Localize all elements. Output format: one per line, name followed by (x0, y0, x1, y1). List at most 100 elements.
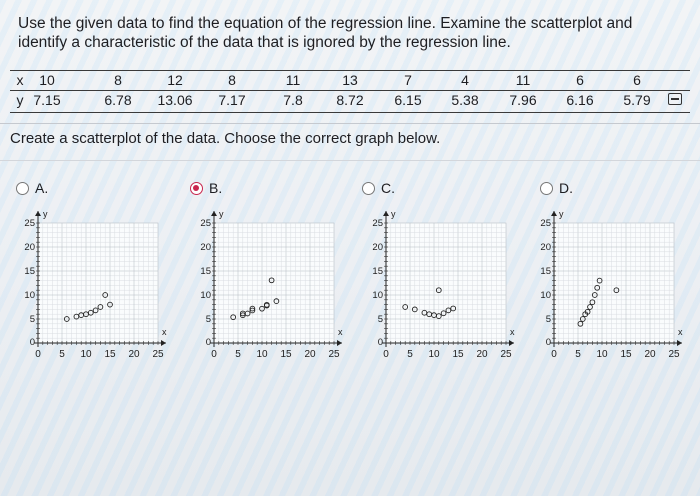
y-tick-label: 20 (372, 242, 383, 253)
data-point (579, 316, 586, 322)
data-point (249, 307, 256, 314)
x-axis-label: x (678, 327, 683, 337)
scatterplot-c: y x 5 10 15 20 25 0 0 5 10 15 20 25 (368, 205, 518, 375)
x-tick-label: 25 (152, 349, 164, 360)
x-tick-label: 15 (104, 349, 116, 360)
y-tick-label: 15 (540, 266, 551, 277)
x-tick-label: 20 (128, 349, 140, 360)
data-point (587, 304, 593, 310)
data-point (402, 304, 409, 310)
y-tick-label: 5 (206, 314, 211, 325)
table-y-cell: 7.15 (33, 92, 61, 108)
y-tick-label: 25 (540, 218, 551, 229)
y-tick-label: 10 (24, 290, 35, 301)
y-tick-label: 25 (200, 218, 211, 229)
table-x-cell: 8 (114, 72, 122, 88)
plot-area (213, 222, 335, 344)
question-text: Use the given data to find the equation … (18, 14, 678, 52)
y-tick-label: 20 (24, 242, 35, 253)
y-axis-label: y (219, 209, 224, 219)
data-table: x y 10 8 12 8 11 13 7 4 11 6 6 7.15 6.78 13.06 7.17 7.… (10, 70, 690, 120)
data-point (87, 309, 94, 316)
radio-button[interactable] (16, 181, 29, 195)
data-point (249, 305, 256, 312)
data-point (107, 301, 113, 308)
prompt-text: Create a scatterplot of the data. Choose… (10, 130, 441, 147)
table-y-cell: 5.38 (451, 92, 479, 108)
data-point (230, 314, 237, 321)
option-label: D. (559, 180, 573, 196)
x-axis-arrow (161, 340, 166, 346)
table-x-cell: 10 (39, 72, 55, 88)
data-point (594, 284, 601, 291)
table-bottom-rule (10, 112, 690, 113)
x-tick-label: 0 (211, 349, 217, 360)
x-axis-arrow (509, 340, 514, 346)
x-tick-label: 5 (235, 349, 241, 360)
x-tick-label: 10 (256, 349, 268, 360)
x-tick-label: 15 (620, 349, 632, 360)
table-x-cell: 6 (576, 72, 584, 88)
option-d[interactable]: D. (540, 180, 573, 196)
data-point (445, 307, 452, 314)
data-point (613, 287, 620, 294)
x-tick-label: 0 (551, 349, 557, 360)
table-x-cell: 6 (633, 72, 641, 88)
x-tick-label: 25 (328, 349, 340, 360)
table-x-cell: 13 (342, 72, 358, 88)
option-b[interactable]: B. (190, 180, 222, 196)
y-axis-arrow (383, 211, 389, 216)
table-y-cell: 7.96 (509, 92, 537, 108)
radio-button[interactable] (362, 181, 375, 195)
table-x-cell: 7 (404, 72, 412, 88)
data-point (239, 312, 246, 319)
plot-area (37, 222, 159, 344)
y-tick-label: 0 (378, 337, 383, 348)
y-tick-label: 10 (540, 290, 551, 301)
x-axis-label: x (510, 327, 515, 337)
table-menu-icon[interactable] (668, 93, 682, 105)
y-tick-label: 20 (540, 242, 551, 253)
table-y-cell: 7.8 (283, 92, 303, 108)
table-x-cell: 11 (515, 72, 531, 88)
table-x-cell: 11 (285, 72, 301, 88)
y-tick-label: 20 (200, 242, 211, 253)
x-axis-label: x (338, 327, 343, 337)
x-tick-label: 5 (407, 349, 413, 360)
table-top-rule (10, 70, 690, 71)
table-y-cell: 6.15 (394, 92, 422, 108)
table-x-cell: 8 (228, 72, 236, 88)
data-point (450, 305, 457, 312)
data-point (102, 292, 109, 298)
option-a[interactable]: A. (16, 180, 48, 196)
x-tick-label: 20 (304, 349, 316, 360)
y-axis-arrow (35, 211, 41, 216)
option-label: B. (209, 180, 223, 196)
data-point (589, 299, 596, 306)
y-tick-label: 0 (206, 337, 211, 348)
data-point (268, 277, 275, 284)
table-x-label: x (16, 72, 24, 88)
x-tick-label: 20 (476, 349, 488, 360)
option-c[interactable]: C. (362, 180, 395, 196)
data-point (440, 310, 447, 317)
y-axis-arrow (211, 211, 217, 216)
y-tick-label: 25 (372, 218, 383, 229)
x-tick-label: 15 (452, 349, 464, 360)
plot-area (553, 222, 675, 344)
table-x-cell: 4 (461, 72, 469, 88)
x-tick-label: 5 (59, 349, 65, 360)
table-y-cell: 7.17 (218, 92, 246, 108)
y-tick-label: 5 (378, 314, 383, 325)
x-tick-label: 10 (80, 349, 92, 360)
x-axis-arrow (337, 340, 342, 346)
radio-button[interactable] (540, 181, 553, 195)
plot-area (385, 222, 507, 344)
divider (0, 123, 700, 124)
data-point (591, 292, 598, 298)
scatterplot-d: y x 5 10 15 20 25 0 0 5 10 15 20 25 (536, 205, 686, 375)
data-point (411, 306, 418, 313)
y-tick-label: 10 (372, 290, 383, 301)
y-axis-label: y (391, 209, 396, 219)
radio-button[interactable] (190, 181, 203, 195)
